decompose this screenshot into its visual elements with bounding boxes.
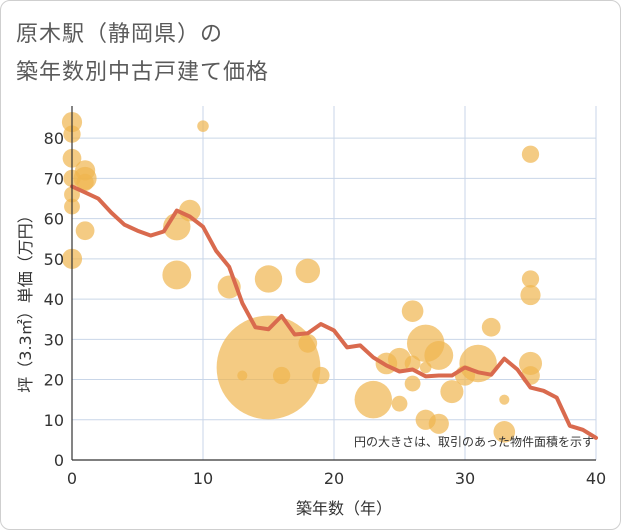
x-tick-label: 30: [455, 469, 475, 488]
chart-title-line2: 築年数別中古戸建て価格: [16, 60, 270, 85]
bubble-point: [521, 145, 540, 163]
bubble-point: [76, 173, 94, 192]
bubble-point: [391, 395, 408, 412]
bubble-point: [404, 375, 421, 392]
axis-layer: 0 10 20 30 40 0 10 20 30 40 50 60 70 80: [44, 106, 606, 488]
bubble-point: [521, 270, 540, 288]
grid-layer: [71, 106, 597, 461]
y-tick-label: 30: [44, 330, 64, 349]
x-axis-label: 築年数（年）: [296, 499, 392, 518]
chart-title-line1: 原木駅（静岡県）の: [16, 22, 224, 47]
bubble-point: [424, 340, 454, 370]
line-layer: [70, 184, 598, 440]
bubble-point: [216, 315, 321, 420]
bubble-point: [520, 284, 541, 306]
bubble-layer: [61, 112, 543, 443]
series-line-average: [70, 184, 598, 440]
x-tick-label: 10: [193, 469, 213, 488]
bubble-point: [440, 380, 464, 404]
bubble-point: [298, 333, 318, 353]
chart-annotation: 円の大きさは、取引のあった物件面積を示す: [354, 434, 594, 449]
x-tick-label: 20: [324, 469, 344, 488]
bubble-point: [499, 394, 510, 405]
y-tick-label: 40: [44, 290, 64, 309]
bubble-point: [493, 421, 516, 443]
bubble-point: [162, 260, 192, 290]
bubble-point: [312, 366, 330, 385]
bubble-point: [197, 120, 209, 132]
y-tick-label: 20: [44, 371, 64, 390]
y-tick-label: 10: [44, 411, 64, 430]
y-tick-label: 70: [44, 169, 64, 188]
y-tick-label: 60: [44, 210, 64, 229]
bubble-point: [254, 265, 283, 293]
y-tick-label: 50: [44, 250, 64, 269]
bubble-point: [295, 258, 321, 284]
x-tick-label: 40: [586, 469, 606, 488]
x-tick-label: 0: [67, 469, 77, 488]
bubble-point: [272, 366, 291, 385]
bubble-point: [428, 413, 449, 434]
bubble-point: [481, 317, 501, 337]
y-axis-label: 坪（3.3㎡）単価（万円）: [16, 207, 35, 392]
bubble-point: [354, 380, 393, 419]
y-tick-label: 80: [44, 129, 64, 148]
bubble-point: [75, 221, 95, 241]
bubble-point: [401, 300, 424, 322]
y-tick-label: 0: [54, 451, 64, 470]
